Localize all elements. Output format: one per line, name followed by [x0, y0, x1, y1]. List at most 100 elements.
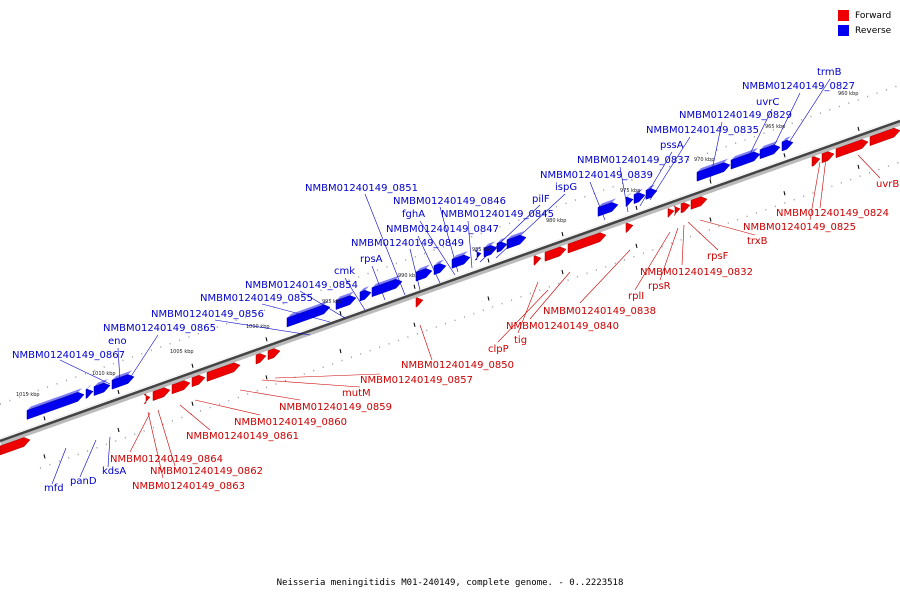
upper-tick-3 [265, 337, 268, 342]
leader-line-41 [659, 227, 679, 281]
forward-gene-15 [680, 202, 691, 214]
tick-965kbp: 965 kbp [765, 124, 785, 130]
upper-tick-2 [191, 363, 194, 368]
leader-line-39 [579, 249, 631, 304]
legend-reverse-label: Reverse [855, 25, 892, 36]
leader-line-9 [344, 277, 366, 311]
lower-tick-5 [413, 322, 416, 327]
leader-line-42 [681, 224, 685, 266]
lower-tick-11 [857, 164, 860, 170]
upper-tick-4 [339, 310, 342, 316]
tick-995kbp: 995 kbp [322, 299, 342, 305]
leader-line-31 [194, 399, 261, 416]
leader-line-15 [439, 206, 459, 273]
forward-gene-13 [667, 208, 675, 219]
label-leader-lines [51, 78, 881, 485]
leader-line-24 [747, 108, 773, 159]
leader-line-1 [79, 439, 97, 478]
gene-label-pssA: pssA [660, 140, 684, 151]
reverse-gene-4-top [287, 300, 328, 318]
lower-tick-6 [487, 296, 490, 301]
tick-980kbp: 980 kbp [546, 218, 566, 224]
leader-line-21 [639, 151, 673, 207]
leader-line-0 [51, 447, 67, 485]
reverse-gene-6-top [360, 286, 369, 292]
gene-label-mfd: mfd [44, 483, 64, 494]
gene-label-0839: NMBM01240149_0839 [540, 170, 653, 181]
forward-gene-0 [0, 437, 31, 456]
reverse-gene-0-top [27, 388, 82, 411]
reverse-gene-14 [506, 234, 527, 250]
reverse-gene-11-top [475, 246, 481, 252]
upper-tick-6 [487, 258, 490, 263]
lower-tick-7 [561, 270, 564, 275]
gene-label-cmk: cmk [334, 266, 355, 277]
upper-tick-0 [43, 416, 46, 421]
reverse-gene-19-top [697, 158, 728, 173]
leader-line-34 [274, 373, 381, 379]
gene-label-0847: NMBM01240149_0847 [386, 224, 499, 235]
forward-gene-11 [567, 232, 607, 254]
forward-gene-2 [152, 387, 171, 401]
leader-line-3 [59, 359, 111, 385]
lower-dotted-track [39, 161, 900, 469]
gene-label-0856: NMBM01240149_0856 [151, 309, 264, 320]
gene-label-0867: NMBM01240149_0867 [12, 350, 125, 361]
lower-tick-3 [265, 375, 268, 380]
reverse-gene-4 [286, 304, 331, 328]
gene-label-uvrB: uvrB [876, 179, 899, 190]
upper-tick-9 [709, 179, 712, 184]
tick-990kbp: 990 kbp [398, 273, 418, 279]
reverse-gene-9-top [434, 259, 444, 266]
gene-label-0835: NMBM01240149_0835 [646, 125, 759, 136]
forward-gene-4 [191, 374, 206, 388]
gene-label-tig: tig [514, 335, 527, 346]
reverse-gene-2-top [94, 379, 108, 387]
reverse-gene-18-top [646, 184, 655, 191]
reverse-gene-21 [759, 144, 781, 160]
reverse-gene-22 [781, 139, 794, 152]
tick-1005kbp: 1005 kbp [170, 349, 194, 355]
leader-line-46 [819, 157, 827, 209]
leader-line-20 [619, 166, 629, 213]
leader-line-28 [157, 409, 176, 467]
gene-label-rplI: rplI [628, 291, 644, 302]
gene-label-0840: NMBM01240149_0840 [506, 321, 619, 332]
leader-line-22 [649, 136, 691, 201]
leader-line-2 [107, 436, 111, 468]
leader-line-29 [129, 412, 151, 453]
forward-gene-14 [673, 205, 681, 216]
reverse-gene-7 [371, 278, 403, 298]
gene-label-0838: NMBM01240149_0838 [543, 306, 656, 317]
gene-label-0862: NMBM01240149_0862 [150, 466, 263, 477]
gene-label-0832: NMBM01240149_0832 [640, 267, 753, 278]
lower-tick-0 [43, 454, 46, 459]
legend-reverse-swatch [838, 25, 849, 36]
leader-line-36 [517, 281, 539, 334]
forward-gene-3 [171, 380, 191, 395]
leader-line-27 [147, 411, 164, 479]
upper-tick-8 [635, 205, 638, 210]
forward-gene-9 [533, 255, 542, 266]
gene-label-panD: panD [70, 476, 97, 487]
gene-label-0854: NMBM01240149_0854 [245, 280, 358, 291]
tick-985kbp: 985 kbp [472, 247, 492, 253]
gene-label-rpsF: rpsF [707, 251, 729, 262]
leader-line-12 [417, 235, 441, 284]
forward-gene-5 [206, 362, 241, 382]
gene-label-0825: NMBM01240149_0825 [743, 222, 856, 233]
gene-label-mutM: mutM [342, 388, 371, 399]
leader-line-10 [371, 265, 386, 301]
reverse-gene-5 [335, 295, 357, 310]
reverse-gene-21-top [760, 140, 778, 150]
reverse-gene-1-top [86, 385, 91, 390]
leader-line-25 [771, 92, 801, 151]
gene-label-pilF: pilF [532, 194, 550, 205]
reverse-gene-12-top [484, 241, 495, 248]
forward-genes [0, 124, 900, 456]
leader-line-43 [687, 221, 719, 251]
upper-tick-5 [413, 284, 416, 289]
gene-label-0849: NMBM01240149_0849 [351, 238, 464, 249]
reverse-gene-0 [26, 391, 85, 420]
reverse-gene-3 [111, 374, 135, 390]
